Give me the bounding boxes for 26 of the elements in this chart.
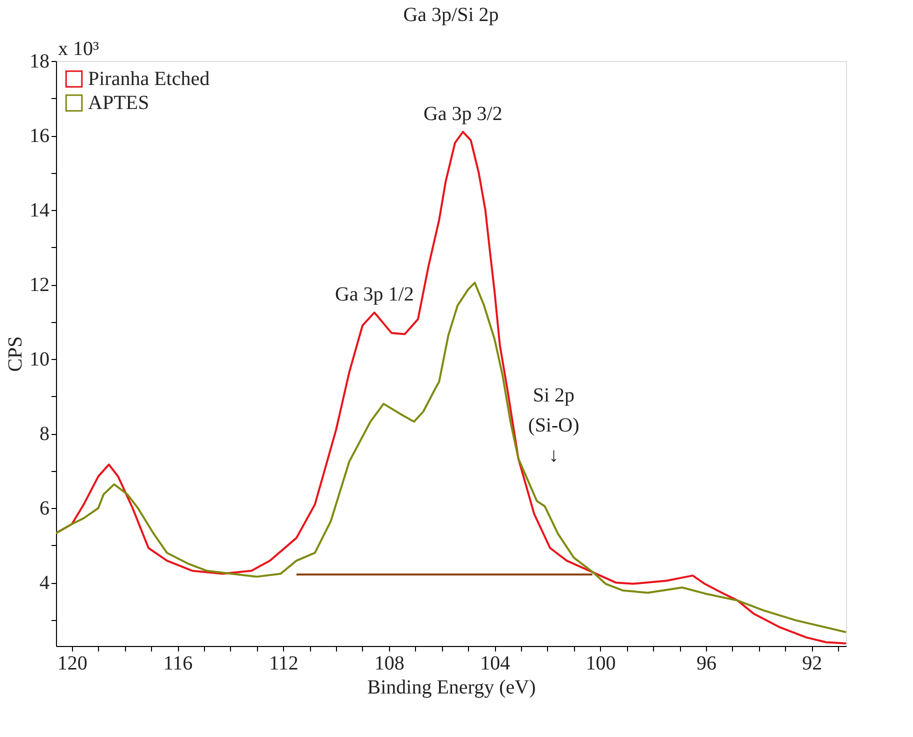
annotation: Si 2p (Si-O) ↓	[528, 384, 580, 467]
x-tick-label: 116	[163, 652, 193, 674]
y-tick-label: 6	[40, 498, 50, 520]
y-tick-label: 14	[30, 200, 50, 222]
y-tick-label: 10	[30, 348, 50, 371]
chart-title: Ga 3p/Si 2p	[403, 4, 499, 26]
y-tick-label: 4	[40, 572, 50, 594]
legend-label: APTES	[88, 92, 150, 114]
y-tick-label: 12	[30, 274, 50, 296]
y-axis-title: CPS	[4, 336, 26, 372]
annotation: Ga 3p 3/2	[423, 102, 502, 125]
y-tick-label: 16	[30, 125, 50, 148]
x-tick-label: 104	[480, 652, 510, 674]
y-tick-label: 8	[40, 423, 50, 446]
x-axis-title: Binding Energy (eV)	[367, 676, 536, 698]
x-tick-label: 120	[57, 652, 88, 674]
x-tick-label: 100	[586, 652, 616, 674]
annotation: Ga 3p 1/2	[334, 284, 414, 306]
x-tick-label: 92	[802, 652, 822, 674]
x-tick-label: 108	[374, 652, 404, 674]
text: x 10³	[58, 38, 99, 60]
y-tick-label: 18	[30, 50, 50, 72]
line-series	[56, 282, 846, 634]
legend-label: Piranha Etched	[88, 68, 210, 90]
x-tick-label: 112	[269, 652, 298, 674]
x-tick-label: 96	[696, 652, 716, 674]
